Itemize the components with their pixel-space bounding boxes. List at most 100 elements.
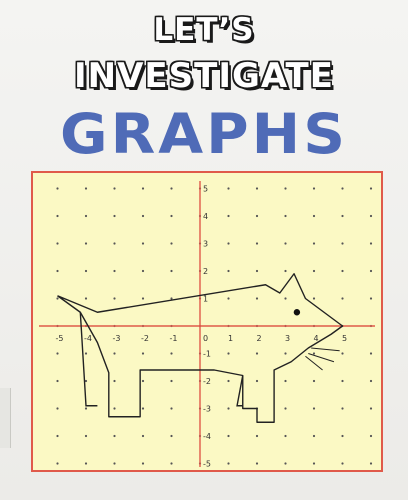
grid-dot: [255, 434, 259, 438]
grid-dot: [312, 379, 316, 383]
grid-dot: [312, 187, 316, 190]
grid-dot: [341, 352, 344, 355]
grid-dot: [113, 214, 116, 218]
grid-dot: [56, 434, 59, 438]
grid-dot: [227, 242, 230, 245]
grid-dot: [284, 352, 287, 355]
grid-dot: [369, 297, 373, 300]
x-tick-label: -3: [113, 334, 121, 343]
grid-dot: [369, 214, 373, 218]
grid-dot: [56, 187, 59, 190]
grid-dot: [113, 379, 116, 383]
y-tick-label: 1: [203, 295, 208, 304]
grid-dot: [170, 297, 173, 300]
grid-dot: [170, 434, 173, 438]
library-sticker: [0, 388, 11, 448]
animal-front-leg: [79, 312, 98, 407]
origin-label: 0: [203, 334, 208, 343]
grid-dot: [84, 269, 88, 273]
grid-dot: [312, 269, 316, 273]
grid-dot: [113, 242, 116, 245]
x-tick-label: -2: [141, 334, 149, 343]
grid-dot: [312, 407, 316, 410]
grid-dot: [255, 187, 259, 190]
grid-dot: [141, 242, 145, 245]
grid-dot: [56, 242, 59, 245]
grid-dot: [284, 379, 287, 383]
grid-dot: [141, 214, 145, 218]
grid-dot: [255, 269, 259, 273]
grid-dot: [255, 379, 259, 383]
title-graphs: GRAPHS: [60, 101, 348, 167]
grid-dot: [56, 214, 59, 218]
grid-dot: [227, 187, 230, 190]
grid-dot: [170, 407, 173, 410]
grid-dot: [341, 434, 344, 438]
grid-dot: [284, 187, 287, 190]
grid-dot: [255, 214, 259, 218]
y-tick-label: -3: [203, 405, 211, 414]
grid-dot: [227, 434, 230, 438]
y-tick-label: 5: [203, 185, 208, 194]
grid-dot: [56, 407, 59, 410]
grid-dot: [113, 269, 116, 273]
grid-dot: [227, 352, 230, 355]
x-tick-label: 4: [313, 334, 318, 343]
grid-dot: [284, 214, 287, 218]
grid-dot: [369, 462, 373, 465]
grid-dot: [341, 269, 344, 273]
grid-dot: [312, 462, 316, 465]
grid-dot: [227, 379, 230, 383]
grid-dot: [341, 462, 344, 465]
grid-dot: [113, 407, 116, 410]
grid-dot: [227, 462, 230, 465]
grid-dot: [369, 379, 373, 383]
grid-dot: [170, 187, 173, 190]
grid-dot: [84, 214, 88, 218]
grid-dot: [141, 462, 145, 465]
grid-dot: [113, 434, 116, 438]
grid-dot: [284, 434, 287, 438]
grid-dot: [56, 379, 59, 383]
grid-dot: [84, 352, 88, 355]
grid-dot: [255, 242, 259, 245]
grid-dot: [84, 434, 88, 438]
grid-dot: [141, 434, 145, 438]
grid-dot: [369, 269, 373, 273]
x-tick-label: -5: [56, 334, 64, 343]
x-tick-label: 3: [285, 334, 290, 343]
grid-dot: [113, 352, 116, 355]
grid-dot: [56, 462, 59, 465]
animal-whisker: [308, 353, 335, 363]
y-tick-label: -5: [203, 460, 211, 469]
grid-dot: [312, 352, 316, 355]
grid-dot: [255, 297, 259, 300]
grid-dot: [341, 187, 344, 190]
y-tick-label: -1: [203, 350, 211, 359]
animal-whisker: [311, 347, 340, 352]
grid-dot: [341, 214, 344, 218]
grid-dot: [255, 462, 259, 465]
grid-dot: [284, 242, 287, 245]
grid-dot: [84, 242, 88, 245]
animal-eye: [293, 309, 301, 316]
x-tick-label: 1: [228, 334, 233, 343]
grid-dot: [56, 269, 59, 273]
coordinate-plot: -5 -4 -3 -2 -1 1 2 3 4 5 1 2 3 4 5 -1 -2 -3 -4 -5 0: [39, 181, 375, 469]
grid-dot: [141, 187, 145, 190]
x-tick-label: -4: [84, 334, 92, 343]
grid-dot: [369, 352, 373, 355]
grid-dot: [84, 297, 88, 300]
grid-dot: [369, 187, 373, 190]
grid-dot: [369, 242, 373, 245]
grid-dot: [56, 352, 59, 355]
grid-dot: [341, 242, 344, 245]
grid-dot: [227, 407, 230, 410]
grid-dot: [227, 297, 230, 300]
x-tick-label: -1: [170, 334, 178, 343]
y-tick-label: 2: [203, 267, 208, 276]
grid-dot: [141, 352, 145, 355]
grid-dot: [113, 187, 116, 190]
grid-dot: [284, 462, 287, 465]
animal-back-leg: [236, 375, 244, 407]
